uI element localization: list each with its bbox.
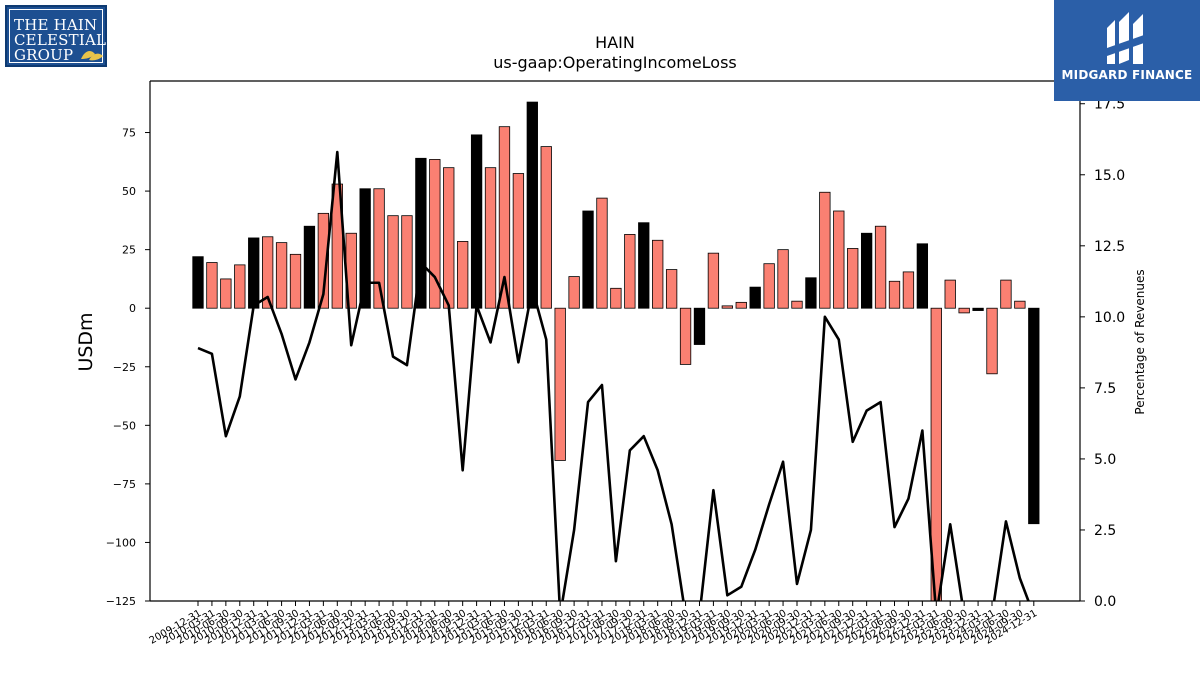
bar-2012-06-30 [331,183,343,309]
bar-2019-03-31 [707,252,720,309]
bar-2017-06-30 [610,287,622,309]
bar-2011-09-30 [289,253,302,309]
bar-2018-06-30 [665,269,678,309]
bar-2018-03-31 [652,239,664,309]
leaf-icon [81,51,103,61]
bar-2021-06-30 [833,210,845,309]
bar-2011-03-31 [261,236,274,309]
bar-2021-09-30 [847,248,859,309]
bar-2014-06-30 [443,167,455,309]
bar-2010-06-30 [220,278,232,309]
chart-subtitle: us-gaap:OperatingIncomeLoss [493,53,737,72]
bar-2020-12-31 [805,277,817,309]
bar-2024-03-31 [986,307,998,375]
bar-2016-03-31 [540,146,552,309]
bar-2019-06-30 [721,305,733,309]
y2-axis-label: Percentage of Revenues [1133,269,1147,414]
y2-tick-label: 2.5 [1094,523,1116,539]
bar-2017-03-31 [596,197,608,309]
bar-2015-03-31 [484,167,497,309]
bar-2013-09-30 [401,215,413,309]
bar-2019-09-30 [735,301,747,309]
y-tick-label: 50 [122,185,136,198]
bar-2021-03-31 [819,191,831,309]
bar-2020-03-31 [763,263,775,309]
midgard-finance-logo: MIDGARD FINANCE [1054,0,1200,101]
bars-layer [192,101,1040,602]
bar-2010-12-31 [248,237,260,309]
hain-celestial-logo: THE HAIN CELESTIAL GROUP [5,5,107,67]
bar-2022-09-30 [902,271,915,309]
logo-line-3: GROUP [14,46,74,64]
y2-tick-label: 12.5 [1094,239,1125,255]
bar-2024-09-30 [1014,300,1026,309]
bar-2013-12-31 [415,157,427,309]
axes-layer: −125 −100 −75 −50 −25 0 25 50 75 0.0 2.5 5.0 7.5 10.0… [106,80,1125,647]
bar-2023-06-30 [944,279,956,309]
y2-tick-label: 5.0 [1094,452,1116,468]
y-tick-label: −25 [113,361,136,374]
bar-2018-09-30 [679,307,692,365]
bar-2023-09-30 [958,307,970,314]
bar-2011-06-30 [275,242,288,309]
bar-2022-12-31 [916,243,929,309]
y-tick-label: 0 [129,302,136,315]
bar-2012-03-31 [317,212,330,309]
bar-2016-06-30 [554,307,566,461]
bar-2015-06-30 [498,126,511,309]
y-tick-label: −50 [113,419,136,432]
bar-2024-12-31 [1028,307,1040,525]
bar-2013-03-31 [373,188,385,309]
logo-line-1: THE HAIN [14,16,98,34]
bar-2024-06-30 [1000,279,1012,309]
y-tick-label: −100 [106,536,136,549]
y2-tick-label: 0.0 [1094,594,1116,610]
bar-2019-12-31 [749,286,761,309]
percentage-line [197,150,1030,601]
line-layer [197,150,1030,601]
bar-2017-12-31 [638,222,650,309]
bar-2015-12-31 [526,101,538,309]
bar-2012-12-31 [359,188,371,309]
bar-2010-03-31 [206,262,218,309]
bar-2014-03-31 [429,159,441,309]
bar-2020-06-30 [777,249,789,309]
bar-2017-09-30 [624,234,636,309]
bar-2022-06-30 [888,280,901,309]
bar-2018-12-31 [693,307,706,345]
bar-2016-09-30 [568,276,580,309]
bar-2014-09-30 [457,241,469,309]
bar-2010-09-30 [234,264,246,309]
bar-2015-09-30 [512,173,525,309]
y2-tick-label: 15.0 [1094,168,1125,184]
midgard-brand-name: MIDGARD FINANCE [1061,68,1193,82]
logo-line-2: CELESTIAL [14,31,107,49]
bar-2009-12-31 [192,256,204,309]
bar-2022-03-31 [874,225,887,309]
y-axis-label: USDm [75,312,97,371]
y-tick-label: −125 [106,595,136,608]
y-tick-label: 75 [122,127,136,140]
bar-2011-12-31 [303,225,316,309]
midgard-mark-icon [1107,12,1147,64]
bar-2021-12-31 [860,232,873,309]
y-tick-label: −75 [113,478,136,491]
bar-2023-12-31 [972,307,984,311]
bar-2016-12-31 [582,210,594,309]
y-tick-label: 25 [122,244,136,257]
chart-title: HAIN [595,33,635,52]
logo-frame [9,9,103,63]
y2-tick-label: 7.5 [1094,381,1116,397]
y2-tick-label: 10.0 [1094,310,1125,326]
bar-2014-12-31 [470,134,483,309]
bar-2020-09-30 [791,300,803,309]
bar-2013-06-30 [387,215,399,309]
